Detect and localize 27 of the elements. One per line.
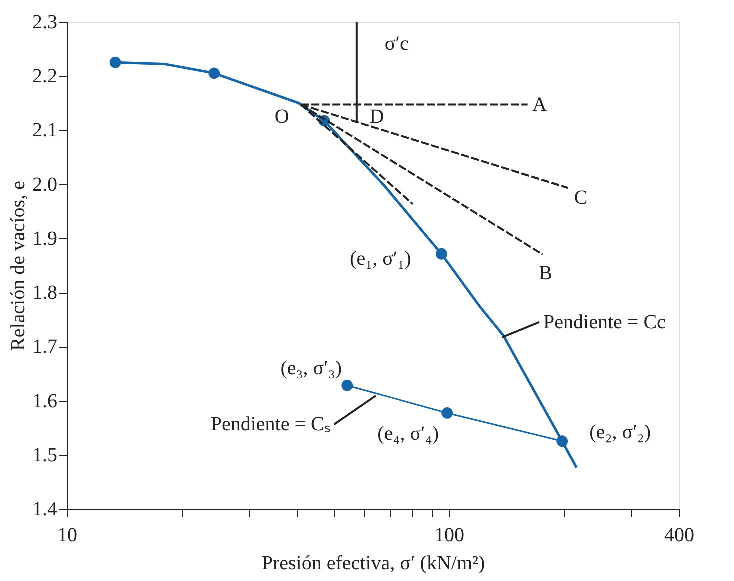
- y-tick-label: 1.4: [32, 498, 58, 520]
- y-tick-label: 1.6: [32, 390, 58, 412]
- annotation: B: [539, 262, 552, 285]
- annotation: C: [574, 187, 588, 210]
- annotation: D: [370, 106, 384, 128]
- y-tick-label: 2.1: [32, 120, 58, 142]
- y-tick-label: 1.5: [32, 444, 58, 466]
- x-tick-label: 10: [58, 524, 78, 546]
- annotation: Pendiente = Cc: [544, 311, 666, 334]
- y-tick-label: 1.8: [32, 282, 58, 304]
- annotation: σ′c: [384, 33, 410, 55]
- annotation: (e₂, σ′₂): [590, 421, 651, 444]
- y-tick-label: 2.0: [32, 174, 58, 196]
- annotation: Pendiente = Cₛ: [210, 414, 330, 436]
- y-tick-label: 2.2: [32, 66, 58, 88]
- annotation: A: [532, 94, 548, 116]
- x-tick-label: 100: [434, 524, 465, 546]
- y-tick-label: 2.3: [32, 12, 58, 34]
- annotation: O: [274, 106, 290, 128]
- x-tick-label: 400: [664, 524, 694, 546]
- annotation: (e₁, σ′₁): [350, 248, 412, 270]
- x-axis-title: Presión efectiva, σ′ (kN/m²): [262, 552, 486, 574]
- annotation: (e₄, σ′₄): [378, 423, 439, 446]
- y-tick-label: 1.7: [32, 336, 58, 358]
- annotation: (e₃, σ′₃): [280, 358, 342, 380]
- y-axis-title: Relación de vacíos, e: [8, 180, 30, 351]
- y-tick-label: 1.9: [32, 228, 58, 250]
